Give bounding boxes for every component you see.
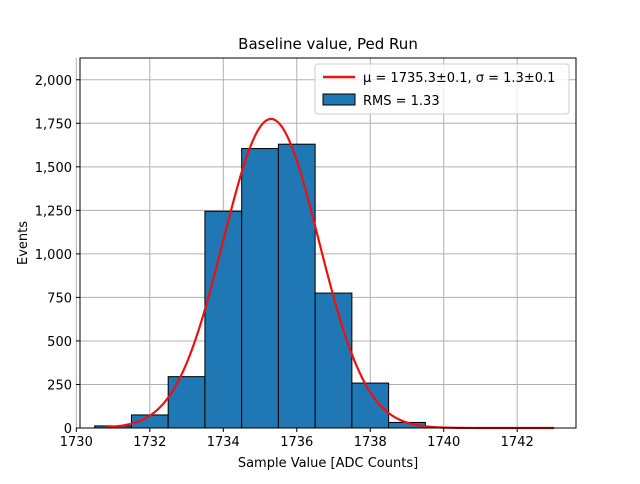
histogram-bars <box>94 143 426 429</box>
histogram-bar <box>204 210 243 429</box>
chart-title: Baseline value, Ped Run <box>238 35 418 53</box>
x-tick-label: 1740 <box>427 435 460 450</box>
plot-frame <box>79 57 577 429</box>
y-tick-label: 0 <box>64 422 72 437</box>
x-tick-label: 1734 <box>207 435 240 450</box>
histogram-bar <box>351 382 390 429</box>
x-tick-label: 1736 <box>280 435 313 450</box>
histogram-bar <box>277 143 316 429</box>
y-ticks: 0 250 500 750 1,000 1,250 1,500 1,750 2,000 <box>35 74 80 437</box>
x-tick-label: 1732 <box>133 435 166 450</box>
y-tick-label: 1,750 <box>35 117 72 132</box>
y-tick-label: 750 <box>47 291 72 306</box>
y-tick-label: 250 <box>47 378 72 393</box>
legend-hist-swatch <box>322 93 356 106</box>
x-tick-label: 1742 <box>501 435 534 450</box>
x-ticks: 1730 1732 1734 1736 1738 1740 1742 <box>60 428 534 450</box>
histogram-bar <box>314 292 353 429</box>
legend-hist-label: RMS = 1.33 <box>363 94 440 109</box>
grid-layer <box>75 58 576 429</box>
y-tick-label: 1,250 <box>35 204 72 219</box>
histogram-bar <box>241 148 279 429</box>
x-axis-label: Sample Value [ADC Counts] <box>238 456 418 471</box>
y-tick-label: 500 <box>47 335 72 350</box>
y-axis-label: Events <box>16 221 31 265</box>
x-tick-label: 1738 <box>354 435 387 450</box>
histogram-bar <box>167 376 206 429</box>
legend-fit-label: μ = 1735.3±0.1, σ = 1.3±0.1 <box>363 71 555 86</box>
x-tick-label: 1730 <box>60 435 93 450</box>
legend: μ = 1735.3±0.1, σ = 1.3±0.1 RMS = 1.33 <box>314 63 570 115</box>
y-tick-label: 1,000 <box>35 248 72 263</box>
legend-box <box>314 63 570 115</box>
y-tick-label: 1,500 <box>35 161 72 176</box>
y-tick-label: 2,000 <box>35 74 72 89</box>
